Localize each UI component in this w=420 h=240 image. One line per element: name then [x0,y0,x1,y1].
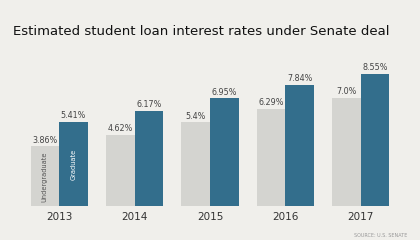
Text: 3.86%: 3.86% [32,136,58,144]
Text: 7.0%: 7.0% [336,87,357,96]
Text: 7.84%: 7.84% [287,74,312,83]
Bar [59,122,88,206]
Text: Estimated student loan interest rates under Senate deal: Estimated student loan interest rates un… [13,25,389,38]
Bar [361,73,389,206]
Text: Graduate: Graduate [71,149,76,180]
Text: 6.17%: 6.17% [136,100,162,109]
Bar [31,146,59,206]
Text: Undergraduate: Undergraduate [42,151,48,202]
Text: 4.62%: 4.62% [108,124,133,133]
Bar [332,98,361,206]
Text: 8.55%: 8.55% [362,63,388,72]
Bar [134,110,163,206]
Text: SOURCE: U.S. SENATE: SOURCE: U.S. SENATE [354,233,407,238]
Bar [286,84,314,206]
Bar [181,122,210,206]
Text: 6.29%: 6.29% [258,98,284,107]
Text: 5.41%: 5.41% [61,111,86,120]
Text: 6.95%: 6.95% [212,88,237,96]
Bar [210,98,239,206]
Bar [257,109,286,206]
Bar [106,135,134,206]
Text: 5.4%: 5.4% [186,112,206,121]
